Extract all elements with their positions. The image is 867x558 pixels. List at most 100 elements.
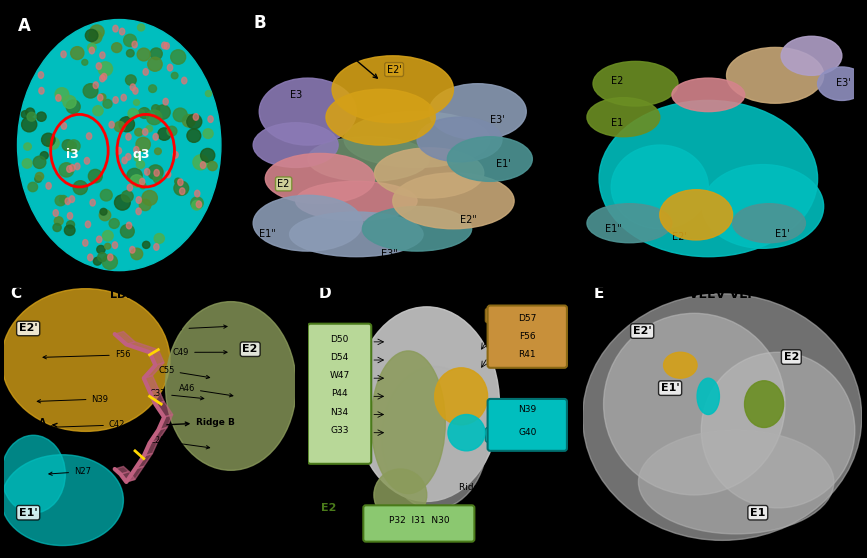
Polygon shape [150, 350, 164, 365]
Ellipse shape [134, 100, 140, 105]
Circle shape [87, 133, 92, 140]
Ellipse shape [126, 75, 136, 85]
Ellipse shape [124, 34, 136, 47]
Ellipse shape [702, 165, 824, 248]
Ellipse shape [344, 112, 490, 167]
Ellipse shape [593, 61, 678, 106]
Ellipse shape [290, 212, 423, 257]
Text: LDLRAD3-D1: LDLRAD3-D1 [395, 288, 485, 301]
Ellipse shape [375, 148, 484, 198]
Circle shape [133, 88, 138, 94]
Ellipse shape [102, 230, 114, 241]
Text: N39: N39 [518, 405, 537, 414]
Circle shape [75, 163, 80, 170]
Text: P32  I31  N30: P32 I31 N30 [388, 517, 449, 526]
Polygon shape [114, 466, 129, 474]
Circle shape [61, 51, 66, 57]
Text: E2": E2" [763, 31, 779, 41]
Circle shape [132, 41, 137, 48]
Ellipse shape [131, 248, 143, 259]
Ellipse shape [136, 137, 150, 151]
Text: A46: A46 [179, 384, 233, 397]
Ellipse shape [88, 31, 102, 44]
Text: D54: D54 [330, 353, 349, 362]
Ellipse shape [73, 181, 88, 195]
Text: C42: C42 [49, 421, 125, 430]
Ellipse shape [22, 117, 36, 132]
Circle shape [96, 62, 101, 69]
Ellipse shape [83, 84, 98, 98]
Circle shape [84, 157, 89, 164]
Circle shape [154, 170, 160, 176]
Ellipse shape [149, 85, 157, 93]
Text: E3': E3' [490, 115, 505, 125]
Circle shape [108, 254, 113, 261]
Ellipse shape [186, 114, 202, 129]
Ellipse shape [26, 108, 35, 117]
Circle shape [116, 147, 121, 154]
Polygon shape [144, 376, 159, 391]
Ellipse shape [90, 25, 104, 39]
Ellipse shape [114, 122, 125, 132]
Polygon shape [155, 402, 173, 417]
Circle shape [88, 254, 93, 261]
Ellipse shape [22, 110, 29, 118]
Circle shape [163, 98, 168, 105]
Ellipse shape [2, 288, 170, 431]
Ellipse shape [55, 88, 68, 101]
Circle shape [100, 75, 105, 82]
Polygon shape [159, 415, 173, 430]
Ellipse shape [127, 50, 134, 57]
Ellipse shape [429, 84, 526, 140]
Circle shape [142, 128, 148, 135]
Ellipse shape [114, 195, 130, 210]
Ellipse shape [40, 152, 49, 160]
Ellipse shape [781, 36, 842, 75]
Ellipse shape [97, 246, 105, 253]
Text: 90°: 90° [581, 54, 601, 64]
Ellipse shape [697, 378, 720, 415]
Polygon shape [114, 331, 135, 344]
Ellipse shape [109, 219, 120, 228]
Circle shape [38, 72, 43, 79]
Circle shape [196, 201, 201, 208]
Text: E1': E1' [19, 508, 37, 518]
Ellipse shape [94, 257, 101, 265]
Ellipse shape [187, 129, 201, 142]
Text: E2': E2' [19, 324, 37, 334]
Polygon shape [150, 427, 167, 443]
Ellipse shape [139, 108, 150, 118]
Text: LDLRAD3-D1: LDLRAD3-D1 [290, 26, 377, 78]
Polygon shape [144, 363, 164, 378]
Ellipse shape [134, 155, 141, 161]
Ellipse shape [99, 210, 111, 221]
Ellipse shape [128, 108, 139, 118]
Polygon shape [135, 454, 153, 469]
Ellipse shape [371, 351, 446, 494]
Ellipse shape [67, 221, 75, 229]
Circle shape [178, 179, 183, 186]
Ellipse shape [191, 197, 203, 209]
Ellipse shape [140, 182, 146, 189]
Ellipse shape [60, 195, 68, 203]
Ellipse shape [146, 126, 153, 132]
Text: C64: C64 [167, 325, 227, 334]
Ellipse shape [587, 98, 660, 137]
Text: E1': E1' [661, 383, 680, 393]
Text: E2': E2' [387, 65, 401, 75]
Ellipse shape [447, 137, 532, 181]
Ellipse shape [660, 190, 733, 240]
Text: E1": E1" [605, 224, 622, 234]
Polygon shape [150, 388, 164, 404]
Text: P44: P44 [331, 389, 348, 398]
Ellipse shape [130, 175, 143, 187]
Ellipse shape [381, 367, 487, 509]
Text: E1: E1 [750, 508, 766, 518]
Ellipse shape [638, 430, 834, 534]
Text: C37: C37 [150, 389, 204, 400]
Text: G40: G40 [518, 429, 537, 437]
Ellipse shape [68, 142, 76, 150]
Text: E: E [594, 286, 604, 301]
Ellipse shape [308, 137, 429, 181]
Circle shape [98, 94, 103, 101]
